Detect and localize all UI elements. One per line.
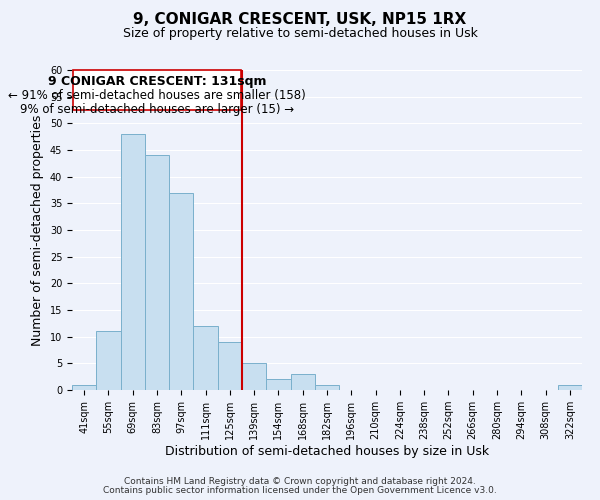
X-axis label: Distribution of semi-detached houses by size in Usk: Distribution of semi-detached houses by … [165,445,489,458]
Bar [558,384,582,390]
Bar [73,70,241,110]
Bar [218,342,242,390]
Bar [266,380,290,390]
Text: Contains HM Land Registry data © Crown copyright and database right 2024.: Contains HM Land Registry data © Crown c… [124,477,476,486]
Text: 9% of semi-detached houses are larger (15) →: 9% of semi-detached houses are larger (1… [20,103,294,116]
Bar [121,134,145,390]
Bar [169,192,193,390]
Text: Size of property relative to semi-detached houses in Usk: Size of property relative to semi-detach… [122,28,478,40]
Bar [193,326,218,390]
Text: Contains public sector information licensed under the Open Government Licence v3: Contains public sector information licen… [103,486,497,495]
Text: ← 91% of semi-detached houses are smaller (158): ← 91% of semi-detached houses are smalle… [8,88,306,102]
Bar [96,332,121,390]
Bar [315,384,339,390]
Y-axis label: Number of semi-detached properties: Number of semi-detached properties [31,114,44,346]
Text: 9 CONIGAR CRESCENT: 131sqm: 9 CONIGAR CRESCENT: 131sqm [48,75,266,88]
Bar [290,374,315,390]
Bar [72,384,96,390]
Bar [145,156,169,390]
Bar [242,364,266,390]
Text: 9, CONIGAR CRESCENT, USK, NP15 1RX: 9, CONIGAR CRESCENT, USK, NP15 1RX [133,12,467,28]
